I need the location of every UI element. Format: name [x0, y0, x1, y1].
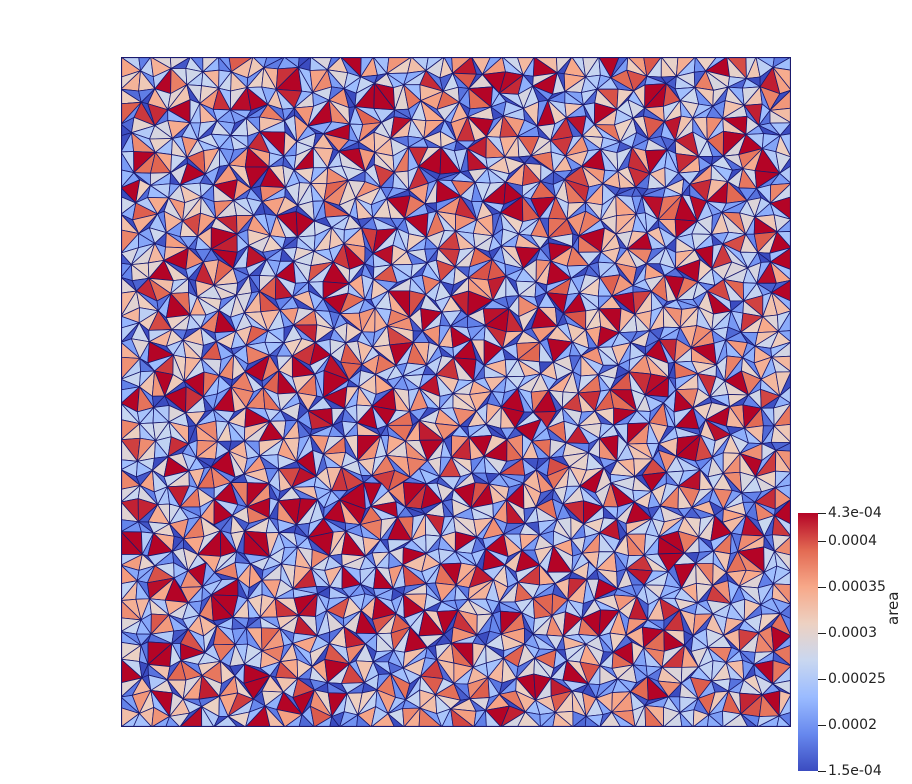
colorbar-tick	[818, 725, 826, 726]
colorbar-gradient	[798, 513, 818, 771]
colorbar-tick-label: 0.0004	[828, 533, 877, 549]
colorbar-tick	[818, 679, 826, 680]
triangle-mesh-plot	[121, 57, 791, 727]
colorbar-tick	[818, 633, 826, 634]
colorbar-tick-label: 0.0003	[828, 625, 877, 641]
colorbar-tick-label: 0.00035	[828, 579, 886, 595]
colorbar	[798, 513, 818, 771]
colorbar-tick	[818, 587, 826, 588]
colorbar-tick-label: 0.00025	[828, 671, 886, 687]
colorbar-tick	[818, 513, 826, 514]
colorbar-tick-label: 1.5e-04	[828, 763, 882, 779]
colorbar-ticks: 4.3e-04 0.0004 0.00035 0.0003 0.00025 0.0002 1…	[818, 505, 908, 779]
colorbar-tick	[818, 541, 826, 542]
colorbar-tick	[818, 771, 826, 772]
colorbar-title: area	[884, 591, 902, 625]
mesh-canvas	[121, 57, 791, 727]
colorbar-tick-label: 0.0002	[828, 717, 877, 733]
colorbar-tick-label: 4.3e-04	[828, 505, 882, 521]
